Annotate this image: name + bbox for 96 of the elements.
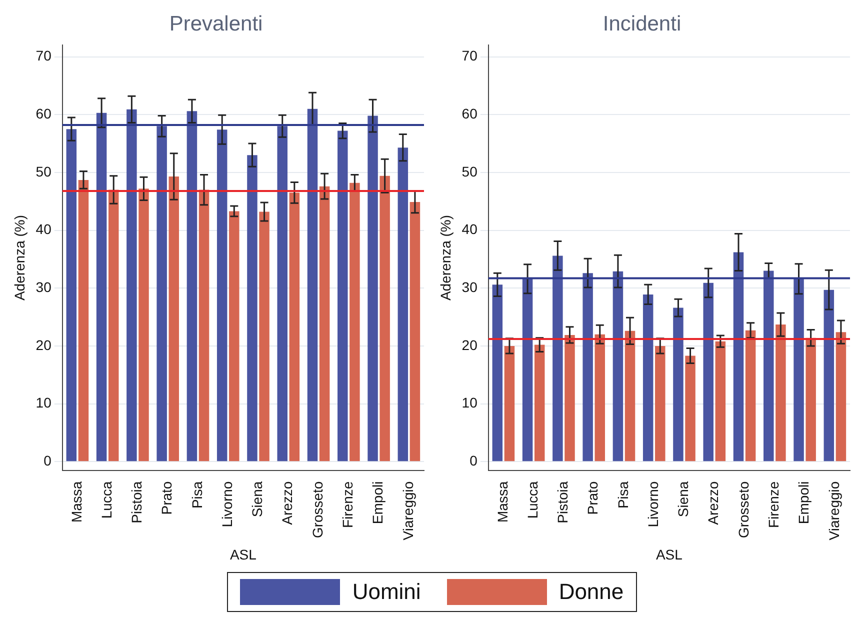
y-tick-label: 10 bbox=[36, 394, 52, 411]
bar bbox=[198, 190, 210, 462]
x-tick-label: Pisa bbox=[614, 481, 631, 509]
bar bbox=[259, 212, 270, 462]
bar bbox=[594, 334, 605, 462]
bar bbox=[229, 211, 240, 462]
y-axis-title: Aderenza (%) bbox=[11, 214, 28, 301]
bar bbox=[776, 324, 786, 462]
y-tick-label: 0 bbox=[470, 452, 478, 468]
bar bbox=[156, 126, 167, 462]
bar bbox=[624, 330, 636, 462]
bar bbox=[806, 338, 816, 462]
x-axis-title: ASL bbox=[230, 546, 257, 562]
bar bbox=[398, 148, 408, 462]
y-tick-label: 10 bbox=[462, 394, 478, 411]
bar bbox=[522, 278, 533, 462]
x-tick-label: Pistoia bbox=[554, 481, 571, 524]
chart-title: Incidenti bbox=[602, 12, 682, 36]
bar bbox=[338, 130, 348, 462]
bar bbox=[733, 252, 744, 462]
x-tick-label: Prato bbox=[158, 481, 175, 515]
y-tick-label: 60 bbox=[36, 105, 52, 122]
y-tick-label: 40 bbox=[36, 221, 52, 238]
bar bbox=[655, 346, 666, 462]
x-tick-label: Siena bbox=[249, 481, 266, 518]
x-tick-label: Lucca bbox=[524, 481, 540, 519]
x-tick-label: Empoli bbox=[370, 481, 386, 524]
bar bbox=[307, 108, 318, 462]
x-tick-label: Massa bbox=[68, 481, 84, 523]
bar bbox=[277, 126, 288, 462]
bar bbox=[78, 180, 89, 462]
bar bbox=[380, 176, 390, 462]
y-tick-label: 0 bbox=[44, 452, 52, 468]
x-tick-label: Grosseto bbox=[309, 481, 326, 538]
y-tick-label: 40 bbox=[462, 221, 478, 238]
x-tick-label: Arezzo bbox=[705, 481, 722, 525]
x-tick-label: Massa bbox=[494, 481, 510, 523]
legend-label: Uomini bbox=[352, 579, 421, 605]
bar bbox=[685, 356, 696, 462]
bar bbox=[350, 182, 360, 462]
bar bbox=[824, 290, 834, 462]
bar bbox=[794, 278, 804, 462]
bar bbox=[138, 188, 149, 462]
bar bbox=[534, 344, 545, 462]
y-tick-label: 70 bbox=[462, 48, 478, 64]
bar bbox=[368, 116, 378, 462]
bar bbox=[703, 282, 714, 462]
y-tick-label: 50 bbox=[462, 163, 478, 180]
bar bbox=[715, 341, 726, 462]
x-tick-label: Livorno bbox=[218, 481, 235, 528]
bar bbox=[836, 332, 846, 462]
x-tick-label: Viareggio bbox=[400, 481, 416, 540]
x-tick-label: Empoli bbox=[796, 481, 812, 524]
bar bbox=[504, 346, 515, 462]
bar bbox=[247, 155, 258, 462]
x-tick-label: Siena bbox=[675, 481, 692, 518]
x-tick-label: Livorno bbox=[644, 481, 661, 528]
bar bbox=[66, 129, 77, 462]
x-axis-title: ASL bbox=[656, 546, 683, 562]
y-tick-label: 30 bbox=[36, 278, 52, 295]
x-tick-label: Firenze bbox=[340, 481, 356, 528]
bar bbox=[126, 109, 137, 462]
bar bbox=[410, 202, 420, 462]
x-tick-label: Prato bbox=[584, 481, 601, 515]
bar bbox=[582, 273, 593, 462]
bar bbox=[289, 192, 300, 462]
x-tick-label: Pisa bbox=[188, 481, 205, 509]
bar bbox=[612, 271, 624, 462]
y-tick-label: 70 bbox=[36, 48, 52, 64]
bar bbox=[745, 330, 756, 462]
x-tick-label: Grosseto bbox=[735, 481, 752, 538]
y-axis-title: Aderenza (%) bbox=[437, 214, 454, 301]
y-tick-label: 20 bbox=[36, 336, 52, 353]
y-tick-label: 50 bbox=[36, 163, 52, 180]
x-tick-label: Lucca bbox=[98, 481, 114, 519]
x-tick-label: Viareggio bbox=[826, 481, 842, 540]
bar bbox=[552, 256, 563, 462]
bar bbox=[673, 308, 684, 462]
y-tick-label: 20 bbox=[462, 336, 478, 353]
x-tick-label: Pistoia bbox=[128, 481, 145, 524]
bar bbox=[186, 111, 198, 462]
bar bbox=[216, 130, 228, 462]
bar bbox=[168, 176, 179, 462]
chart-title: Prevalenti bbox=[169, 12, 263, 36]
bar bbox=[96, 112, 107, 462]
legend-label: Donne bbox=[558, 579, 624, 605]
x-tick-label: Arezzo bbox=[279, 481, 296, 525]
bar bbox=[492, 284, 503, 462]
bar bbox=[108, 190, 119, 462]
bar bbox=[642, 294, 654, 462]
x-tick-label: Firenze bbox=[766, 481, 782, 528]
bar bbox=[564, 334, 575, 462]
bar bbox=[319, 186, 330, 462]
bar bbox=[764, 270, 774, 462]
y-tick-label: 60 bbox=[462, 105, 478, 122]
y-tick-label: 30 bbox=[462, 278, 478, 295]
